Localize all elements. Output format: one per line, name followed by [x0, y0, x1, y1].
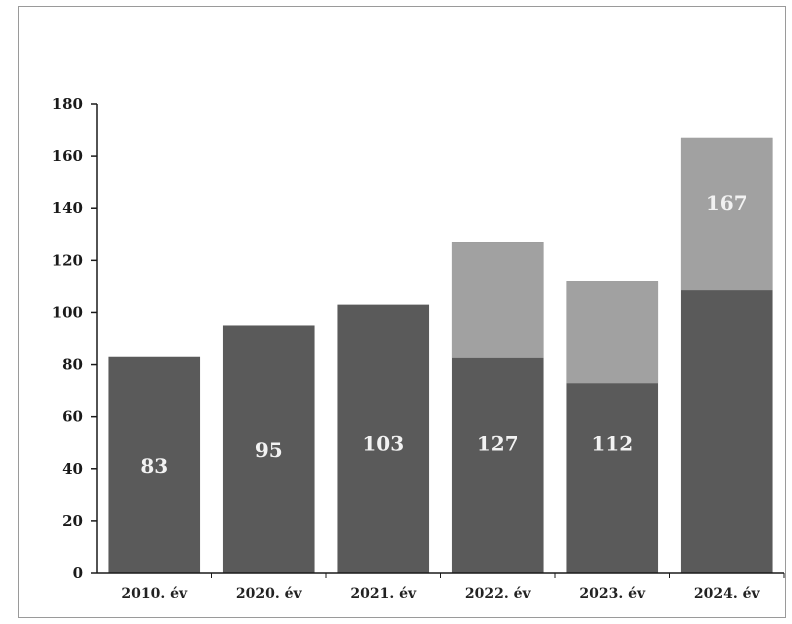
bar-group: 83 — [108, 356, 201, 573]
data-label: 167 — [706, 191, 748, 215]
y-axis: 0 20 40 60 80 100 120 140 160 180 — [52, 95, 98, 582]
bar-group: 95 — [222, 325, 315, 573]
x-category-label: 2023. év — [579, 586, 646, 602]
x-category-label: 2022. év — [465, 586, 532, 602]
y-tick-label: 100 — [52, 303, 83, 321]
y-tick-label: 20 — [62, 512, 83, 530]
bar-highlight — [451, 242, 544, 358]
bar-highlight — [680, 137, 773, 291]
y-tick-label: 60 — [62, 408, 83, 426]
data-label: 112 — [591, 432, 633, 456]
data-label: 103 — [362, 432, 404, 456]
data-label: 95 — [255, 438, 283, 462]
bar-group: 167 — [680, 137, 773, 573]
bar-group: 112 — [566, 281, 659, 573]
bar-group: 103 — [337, 304, 430, 573]
bar-highlight — [566, 281, 659, 384]
data-label: 127 — [477, 432, 519, 456]
bars: 83 95 103 127 112 167 — [108, 137, 773, 573]
y-tick-label: 160 — [52, 147, 83, 165]
y-tick-label: 40 — [62, 460, 83, 478]
x-category-label: 2010. év — [121, 586, 188, 602]
bar-group: 127 — [451, 242, 544, 573]
x-axis: 2010. év 2020. év 2021. év 2022. év 2023. év… — [97, 572, 785, 602]
x-category-label: 2024. év — [694, 586, 761, 602]
x-category-label: 2021. év — [350, 586, 417, 602]
x-category-label: 2020. év — [236, 586, 303, 602]
data-label: 83 — [140, 454, 168, 478]
bar — [222, 325, 315, 573]
y-tick-label: 120 — [52, 251, 83, 269]
bar — [108, 356, 201, 573]
y-tick-label: 180 — [52, 95, 83, 113]
y-tick-label: 0 — [73, 564, 83, 582]
bar — [337, 304, 430, 573]
chart-frame — [18, 6, 786, 618]
y-tick-label: 80 — [62, 356, 83, 374]
y-tick-label: 140 — [52, 199, 83, 217]
